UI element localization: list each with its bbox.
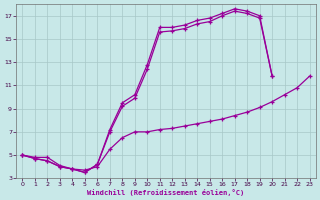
X-axis label: Windchill (Refroidissement éolien,°C): Windchill (Refroidissement éolien,°C) — [87, 189, 245, 196]
